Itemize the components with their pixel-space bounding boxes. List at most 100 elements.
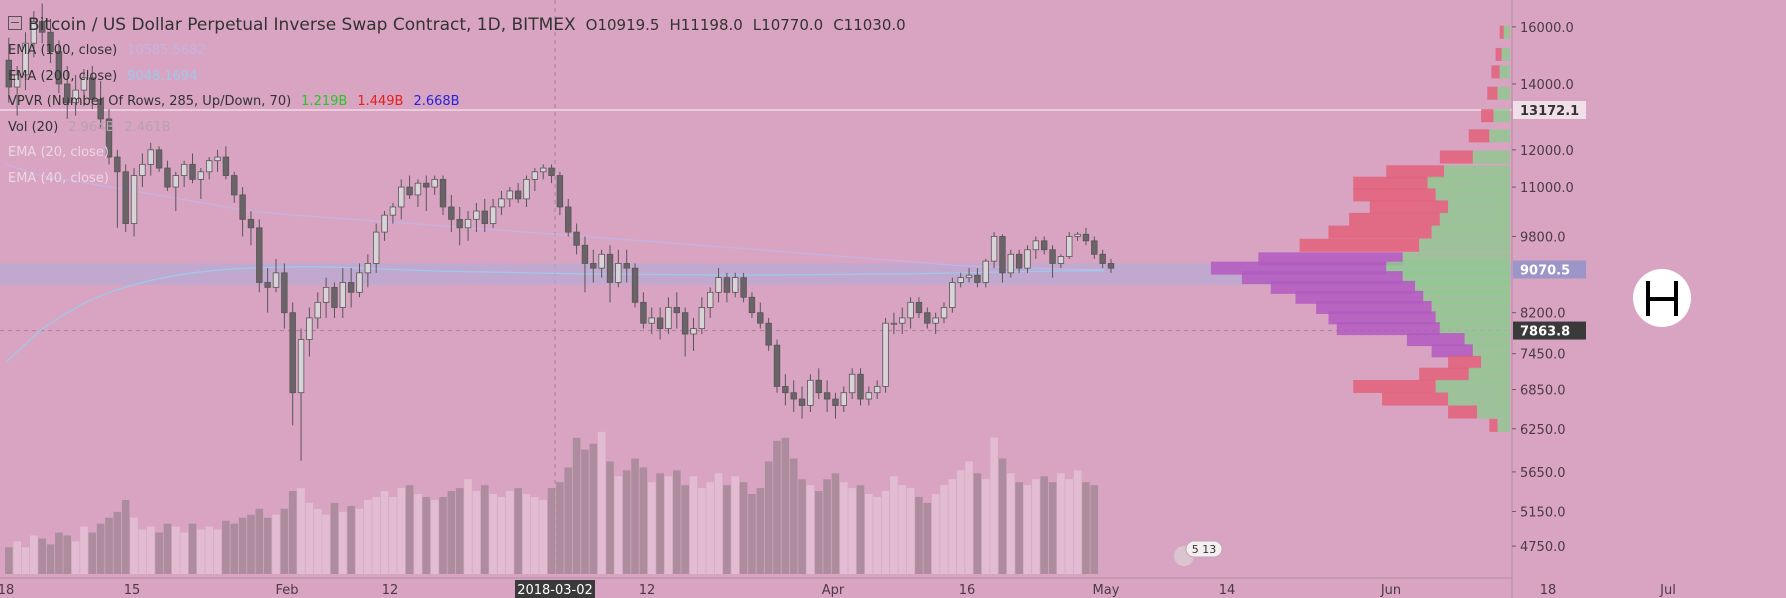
- hline-price-label: 13172.1: [1520, 104, 1579, 119]
- candle-body: [456, 218, 463, 229]
- volume-bar: [831, 473, 840, 574]
- candle-body: [715, 277, 722, 293]
- candle-body: [264, 282, 271, 288]
- candle-body: [22, 42, 29, 76]
- time-tick-label: Apr: [822, 583, 845, 598]
- time-tick-label: 14: [1219, 583, 1236, 598]
- candle-body: [122, 171, 129, 224]
- candle-body: [297, 339, 305, 394]
- volume-bar: [13, 541, 21, 574]
- volume-bar: [364, 499, 372, 574]
- volume-bar: [706, 482, 714, 574]
- volume-bar: [664, 476, 673, 574]
- vpvr-down-bar: [1481, 109, 1494, 123]
- volume-bar: [1073, 470, 1082, 574]
- volume-bar: [213, 529, 222, 574]
- volume-bar: [948, 479, 957, 574]
- vpvr-down-bar: [1419, 367, 1469, 381]
- volume-bar: [506, 491, 514, 574]
- ema-price-label-bg: [1513, 260, 1586, 279]
- candle-body: [281, 272, 288, 314]
- candle-body: [256, 227, 263, 283]
- vpvr-up-bar: [1415, 280, 1510, 294]
- volume-bar: [581, 449, 589, 574]
- volume-bar: [1040, 476, 1048, 574]
- candle-body: [247, 218, 255, 229]
- volume-bar: [489, 494, 497, 574]
- price-tick-label: 8200.0: [1520, 307, 1566, 322]
- volume-bar: [255, 508, 264, 574]
- candle-body: [556, 175, 564, 208]
- price-tick-label: 12000.0: [1520, 144, 1574, 159]
- volume-bar: [1048, 482, 1057, 574]
- candle-body: [114, 156, 121, 173]
- vpvr-down-bar: [1353, 379, 1436, 393]
- volume-bar: [631, 458, 639, 574]
- vpvr-up-bar: [1501, 47, 1510, 61]
- candlesticks: [5, 3, 1115, 461]
- candle-body: [180, 163, 188, 176]
- price-tick-label: 9800.0: [1520, 230, 1566, 245]
- volume-bar: [597, 431, 606, 574]
- volume-bar: [355, 508, 364, 574]
- candle-body: [848, 373, 856, 394]
- ohlc-open: O10919.5: [585, 16, 660, 34]
- ema-lines: [5, 163, 1105, 363]
- vpvr-down-bar: [1336, 322, 1440, 336]
- volume-bar: [380, 491, 389, 574]
- vpvr-up-bar: [1431, 300, 1510, 314]
- volume-bar: [748, 494, 756, 574]
- candle-body: [890, 322, 898, 325]
- volume-bar: [305, 502, 314, 574]
- volume-bar: [840, 482, 848, 574]
- volume-bar: [622, 470, 631, 574]
- time-axis: 18 15 Feb 12 2018-03-02 12 Apr 16 May 14 Jun 18 Jul: [0, 577, 1676, 598]
- candle-body: [840, 392, 847, 406]
- volume-bar: [63, 535, 72, 574]
- volume-bar: [163, 523, 172, 574]
- candle-body: [423, 182, 430, 188]
- vpvr-down-bar: [1299, 238, 1420, 252]
- volume-bar: [280, 508, 289, 574]
- volume-bar: [556, 482, 564, 574]
- vpvr-up-bar: [1431, 225, 1510, 239]
- volume-bar: [756, 488, 765, 574]
- collapse-legend-icon[interactable]: [8, 16, 22, 30]
- vpvr-up-bar: [1419, 238, 1510, 252]
- candle-body: [723, 277, 731, 293]
- indicator-value: 2.964B: [68, 119, 115, 135]
- vpvr-down-bar: [1328, 225, 1432, 239]
- candle-body: [1082, 233, 1090, 242]
- candle-body: [782, 386, 789, 394]
- candle-body: [39, 21, 46, 33]
- time-tick-label: 12: [382, 583, 399, 598]
- candle-body: [381, 214, 388, 233]
- candle-body: [832, 398, 839, 406]
- vpvr-down-bar: [1369, 200, 1449, 214]
- volume-bar: [906, 488, 915, 574]
- price-axis: 16000.0 14000.0 12000.0 11000.0 9800.0 8200.0…: [1511, 0, 1586, 598]
- vpvr-down-bar: [1439, 150, 1473, 164]
- volume-bar: [806, 485, 815, 574]
- candle-body: [882, 322, 889, 387]
- volume-bar: [931, 494, 940, 574]
- candle-body: [356, 272, 363, 293]
- vpvr-up-bar: [1472, 344, 1510, 358]
- volume-bar: [773, 440, 781, 574]
- candle-body: [406, 186, 413, 196]
- volume-bar: [865, 494, 873, 574]
- price-tick-label: 14000.0: [1520, 78, 1574, 93]
- candle-body: [681, 312, 689, 335]
- indicator-label: EMA (100, close): [8, 43, 118, 58]
- price-tick-label: 6850.0: [1520, 384, 1566, 399]
- volume-bar: [990, 437, 998, 574]
- volume-bar: [130, 517, 138, 574]
- volume-bar: [1057, 473, 1065, 574]
- volume-bar: [1082, 482, 1090, 574]
- candle-body: [940, 307, 948, 319]
- candle-body: [30, 21, 38, 44]
- volume-bar: [113, 511, 122, 574]
- volume-bar: [923, 502, 932, 574]
- candle-body: [473, 210, 480, 220]
